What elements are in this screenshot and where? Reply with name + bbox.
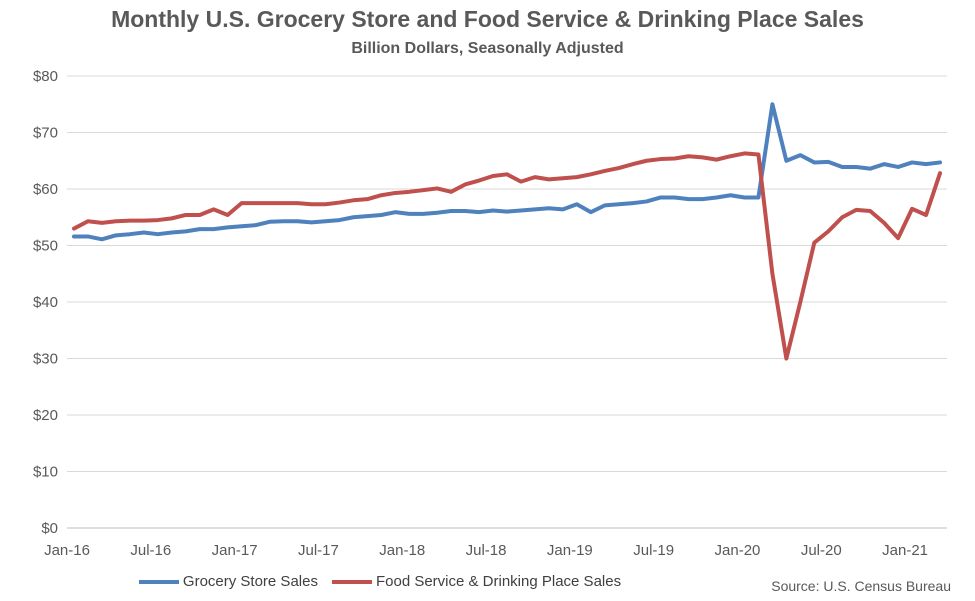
legend-swatch-grocery [138, 579, 179, 584]
y-tick-label: $10 [33, 464, 58, 481]
x-tick-label: Jan-20 [715, 542, 761, 559]
series-line-food-service [71, 151, 943, 361]
y-tick-label: $80 [33, 68, 58, 85]
legend-item-grocery: Grocery Store Sales [138, 573, 318, 590]
x-tick-label: Jul-19 [633, 542, 674, 559]
x-tick-label: Jan-21 [882, 542, 928, 559]
x-tick-label: Jan-18 [379, 542, 425, 559]
x-tick-label: Jan-19 [547, 542, 593, 559]
y-tick-label: $20 [33, 407, 58, 424]
x-tick-label: Jan-16 [44, 542, 90, 559]
chart-title: Monthly U.S. Grocery Store and Food Serv… [111, 6, 864, 32]
x-tick-label: Jul-18 [466, 542, 507, 559]
y-tick-label: $60 [33, 181, 58, 198]
y-tick-label: $50 [33, 238, 58, 255]
legend-swatch-food-service [331, 579, 372, 584]
source-note: Source: U.S. Census Bureau [771, 578, 951, 594]
x-tick-label: Jul-16 [130, 542, 171, 559]
y-tick-label: $30 [33, 351, 58, 368]
y-tick-label: $70 [33, 125, 58, 142]
series-line-grocery [71, 102, 943, 242]
legend-item-food-service: Food Service & Drinking Place Sales [331, 573, 622, 590]
y-tick-label: $40 [33, 294, 58, 311]
legend: Grocery Store Sales Food Service & Drink… [0, 573, 760, 590]
chart-subtitle: Billion Dollars, Seasonally Adjusted [351, 40, 624, 57]
x-tick-label: Jul-20 [801, 542, 842, 559]
legend-label-food-service: Food Service & Drinking Place Sales [375, 573, 622, 590]
legend-label-grocery: Grocery Store Sales [182, 573, 318, 590]
y-tick-label: $0 [41, 520, 58, 537]
x-tick-label: Jul-17 [298, 542, 339, 559]
x-tick-label: Jan-17 [212, 542, 258, 559]
